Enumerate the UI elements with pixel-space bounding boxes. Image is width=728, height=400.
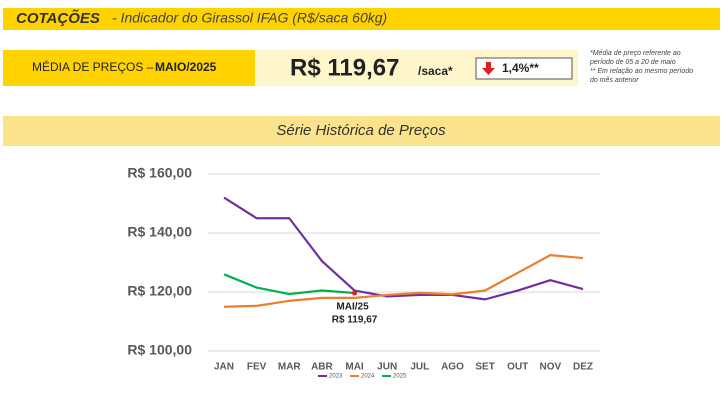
summary-unit: /saca* [418, 64, 453, 78]
x-tick-label: JUL [410, 362, 429, 373]
y-tick-label: R$ 160,00 [127, 165, 192, 181]
summary-change: 1,4%** [502, 61, 539, 75]
x-tick-label: OUT [507, 362, 528, 373]
x-tick-label: NOV [540, 362, 562, 373]
note: *Média de preço referente ao [590, 50, 681, 57]
x-tick-label: DEZ [573, 362, 593, 373]
annotation-text: R$ 119,67 [332, 315, 378, 326]
legend-label: 2024 [361, 374, 375, 380]
legend-label: 2025 [393, 374, 407, 380]
y-tick-label: R$ 120,00 [127, 283, 192, 299]
x-tick-label: AGO [441, 362, 464, 373]
note: período de 05 a 20 de maio [589, 59, 676, 66]
x-tick-label: JUN [377, 362, 397, 373]
header-subtitle: - Indicador do Girassol IFAG (R$/saca 60… [112, 10, 387, 26]
x-tick-label: JAN [214, 362, 234, 373]
series-line [223, 254, 584, 308]
down-arrow [482, 62, 495, 75]
summary-label: MÉDIA DE PREÇOS – [32, 59, 154, 74]
note: ** Em relação ao mesmo período [590, 68, 693, 75]
chart-title: Série Histórica de Preços [276, 122, 446, 139]
series-line [223, 196, 584, 301]
summary-period: MAIO/2025 [155, 60, 217, 74]
x-tick-label: MAR [278, 362, 302, 373]
x-tick-label: ABR [311, 362, 333, 373]
x-tick-label: SET [475, 362, 494, 373]
y-tick-label: R$ 140,00 [127, 224, 192, 240]
legend-label: 2023 [329, 374, 343, 380]
change-box [475, 57, 573, 80]
header-bar [3, 8, 720, 30]
annotation-dot [352, 290, 358, 296]
x-tick-label: MAI [345, 362, 364, 373]
note: do mês anterior [590, 77, 639, 84]
annotation-label: MAI/25 [336, 302, 369, 313]
notes: *Média de preço referente ao período de … [589, 50, 693, 84]
series-line [223, 273, 355, 296]
x-tick-label: FEV [247, 362, 267, 373]
chart-title-bar [3, 116, 720, 146]
summary-label-box [3, 50, 255, 86]
y-tick-label: R$ 100,00 [127, 342, 192, 358]
summary-price: R$ 119,67 [290, 54, 399, 81]
header-title: COTAÇÕES [16, 9, 100, 27]
